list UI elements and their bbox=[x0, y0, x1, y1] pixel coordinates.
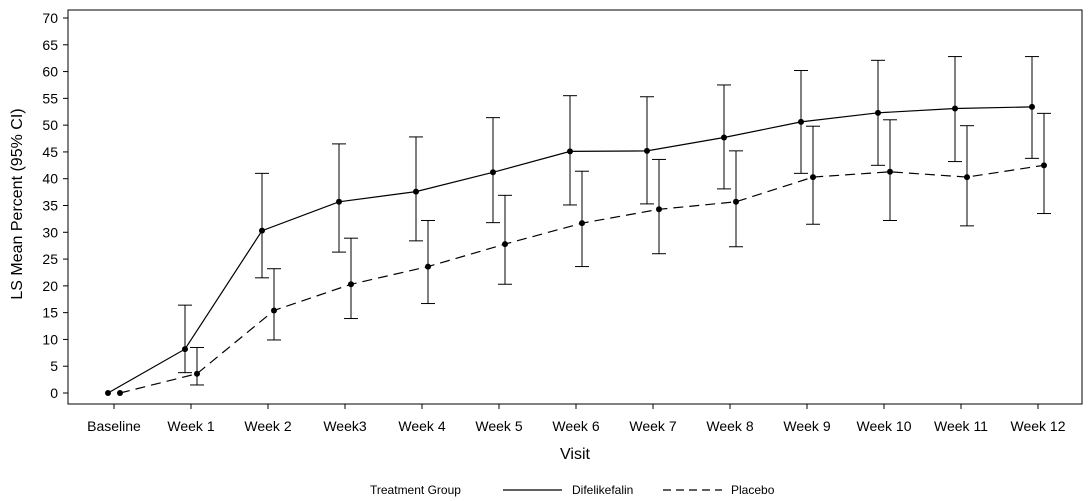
x-tick-label: Week 4 bbox=[398, 418, 445, 434]
data-point-difelikefalin bbox=[567, 148, 573, 155]
data-point-placebo bbox=[887, 168, 893, 175]
plot-frame bbox=[67, 9, 1083, 405]
y-ticks-group: 0 5 10 15 20 25 30 35 40 45 50 55 60 65 70 bbox=[42, 10, 68, 401]
y-tick-label: 0 bbox=[50, 385, 58, 401]
legend-label-difelikefalin: Difelikefalin bbox=[572, 483, 633, 497]
y-tick-label: 60 bbox=[42, 64, 58, 80]
data-point-difelikefalin bbox=[798, 118, 804, 125]
data-point-placebo bbox=[425, 263, 431, 270]
y-tick-label: 45 bbox=[42, 144, 58, 160]
x-tick-label: Week 12 bbox=[1011, 418, 1066, 434]
y-tick-label: 40 bbox=[42, 171, 58, 187]
data-point-difelikefalin bbox=[1029, 103, 1035, 110]
data-point-difelikefalin bbox=[413, 188, 419, 195]
data-point-placebo bbox=[271, 307, 277, 314]
data-point-placebo bbox=[733, 198, 739, 205]
x-tick-label: Week 6 bbox=[552, 418, 599, 434]
y-tick-label: 35 bbox=[42, 198, 58, 214]
x-tick-label: Week 11 bbox=[934, 418, 988, 434]
data-point-placebo bbox=[117, 390, 123, 396]
x-tick-label: Week 1 bbox=[167, 418, 214, 434]
data-point-difelikefalin bbox=[336, 198, 342, 205]
data-point-difelikefalin bbox=[105, 390, 111, 396]
data-point-difelikefalin bbox=[952, 105, 958, 112]
data-point-placebo bbox=[502, 241, 508, 248]
data-point-difelikefalin bbox=[182, 346, 188, 353]
y-tick-label: 10 bbox=[42, 331, 58, 347]
y-tick-label: 30 bbox=[42, 224, 58, 240]
y-tick-label: 20 bbox=[42, 278, 58, 294]
series-lines-group bbox=[107, 106, 1045, 394]
data-point-placebo bbox=[194, 370, 200, 377]
data-point-difelikefalin bbox=[259, 227, 265, 234]
legend-label-placebo: Placebo bbox=[731, 483, 775, 497]
data-point-placebo bbox=[579, 220, 585, 227]
x-tick-label: Week 8 bbox=[706, 418, 753, 434]
x-tick-label: Week 10 bbox=[857, 418, 912, 434]
error-bars-group bbox=[178, 56, 1051, 386]
x-tick-label: Week3 bbox=[323, 418, 367, 434]
legend: Treatment Group Difelikefalin Placebo bbox=[370, 483, 775, 497]
x-tick-label: Week 9 bbox=[783, 418, 830, 434]
data-point-difelikefalin bbox=[644, 147, 650, 154]
y-tick-label: 15 bbox=[42, 305, 58, 321]
data-point-difelikefalin bbox=[875, 109, 881, 116]
data-point-placebo bbox=[810, 174, 816, 181]
y-tick-label: 25 bbox=[42, 251, 58, 267]
y-tick-label: 55 bbox=[42, 90, 58, 106]
data-point-difelikefalin bbox=[490, 169, 496, 176]
y-tick-label: 5 bbox=[50, 358, 58, 374]
y-axis-title: LS Mean Percent (95% CI) bbox=[9, 108, 26, 299]
data-point-placebo bbox=[1041, 162, 1047, 169]
x-axis-title: Visit bbox=[560, 446, 590, 463]
legend-title: Treatment Group bbox=[370, 483, 461, 497]
y-tick-label: 70 bbox=[42, 10, 58, 26]
x-tick-label: Week 5 bbox=[475, 418, 522, 434]
data-points-group bbox=[105, 103, 1047, 396]
x-tick-label: Week 2 bbox=[244, 418, 291, 434]
x-ticks-group: Baseline Week 1 Week 2 Week3 Week 4 Week 5 Wee… bbox=[87, 404, 1066, 434]
data-point-placebo bbox=[656, 206, 662, 213]
data-point-placebo bbox=[964, 174, 970, 181]
x-tick-label: Baseline bbox=[87, 418, 141, 434]
x-tick-label: Week 7 bbox=[629, 418, 676, 434]
data-point-placebo bbox=[348, 281, 354, 288]
y-tick-label: 65 bbox=[42, 37, 58, 53]
axes-frame-group bbox=[67, 9, 1083, 405]
y-tick-label: 50 bbox=[42, 117, 58, 133]
data-point-difelikefalin bbox=[721, 134, 727, 141]
